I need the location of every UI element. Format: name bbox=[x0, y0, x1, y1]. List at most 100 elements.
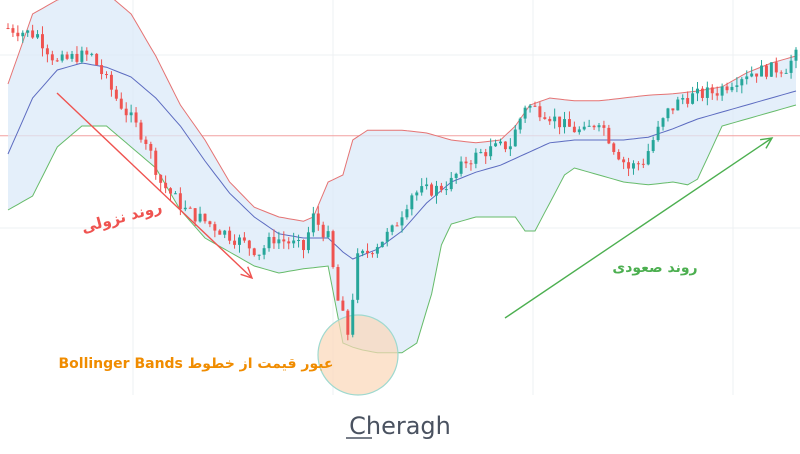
candle-body bbox=[696, 88, 699, 94]
candle-body bbox=[430, 184, 434, 196]
candle-body bbox=[178, 193, 182, 210]
candle-body bbox=[676, 99, 680, 111]
candle-body bbox=[508, 146, 512, 150]
candle-body bbox=[262, 248, 266, 255]
candle bbox=[311, 206, 315, 237]
candle-body bbox=[449, 177, 453, 190]
candle bbox=[100, 59, 104, 80]
candle-body bbox=[651, 140, 655, 152]
candle-body bbox=[370, 253, 374, 255]
candle-body bbox=[95, 53, 99, 66]
candle bbox=[548, 116, 552, 125]
candle-body bbox=[582, 126, 586, 130]
candle-body bbox=[784, 72, 788, 74]
candle-body bbox=[755, 73, 759, 77]
candle-body bbox=[518, 118, 522, 130]
candle-body bbox=[646, 151, 650, 165]
candle-body bbox=[479, 152, 483, 154]
candle-body bbox=[671, 108, 675, 111]
lower-band-line bbox=[7, 104, 797, 354]
candle bbox=[710, 84, 714, 100]
candle bbox=[454, 172, 458, 184]
candle bbox=[262, 245, 266, 260]
candle bbox=[361, 249, 365, 257]
candle-body bbox=[725, 86, 729, 91]
candle-body bbox=[700, 88, 704, 98]
candle bbox=[489, 138, 493, 160]
candle bbox=[173, 191, 177, 195]
candle bbox=[164, 175, 168, 194]
candle bbox=[252, 247, 256, 257]
candle-body bbox=[213, 224, 217, 231]
candle-body bbox=[666, 108, 670, 119]
candle-body bbox=[6, 28, 10, 29]
candle bbox=[306, 226, 310, 254]
candle bbox=[725, 82, 729, 94]
candle-body bbox=[622, 159, 626, 163]
candle-body bbox=[553, 116, 557, 122]
candle bbox=[434, 180, 438, 204]
candle-body bbox=[400, 217, 404, 226]
candle-body bbox=[439, 185, 443, 190]
candle bbox=[420, 178, 424, 196]
candle-body bbox=[395, 225, 399, 227]
candle-body bbox=[769, 62, 773, 77]
candle-body bbox=[760, 65, 764, 77]
candle-body bbox=[523, 107, 527, 119]
candle-body bbox=[538, 106, 542, 118]
candle-body bbox=[233, 240, 237, 245]
candle bbox=[287, 237, 291, 250]
candle bbox=[321, 221, 325, 242]
candle-body bbox=[691, 93, 695, 104]
candle-body bbox=[321, 224, 325, 238]
candle bbox=[60, 50, 64, 63]
candle bbox=[297, 234, 301, 248]
candle bbox=[247, 239, 251, 256]
candle bbox=[114, 85, 118, 101]
candle bbox=[602, 120, 606, 136]
candle bbox=[366, 243, 370, 258]
candle bbox=[203, 213, 207, 224]
candle bbox=[523, 105, 527, 123]
candle-body bbox=[577, 129, 581, 133]
candle bbox=[85, 47, 89, 61]
candle bbox=[533, 101, 537, 108]
candle-body bbox=[563, 119, 567, 128]
candle-body bbox=[154, 150, 158, 175]
candle-body bbox=[612, 143, 616, 152]
candle bbox=[213, 221, 217, 238]
candle bbox=[425, 177, 429, 190]
candle bbox=[223, 229, 227, 239]
candle bbox=[750, 66, 754, 78]
candle bbox=[272, 229, 276, 249]
candle bbox=[622, 156, 626, 170]
candle-body bbox=[720, 86, 724, 96]
candle bbox=[558, 116, 562, 135]
candle bbox=[567, 111, 571, 127]
candle bbox=[764, 64, 768, 80]
candle-body bbox=[794, 49, 798, 61]
candle-body bbox=[494, 143, 498, 147]
candle-body bbox=[139, 122, 143, 140]
candle bbox=[218, 229, 222, 235]
candle bbox=[198, 206, 202, 223]
candle-body bbox=[641, 163, 645, 165]
candle-body bbox=[306, 232, 310, 251]
candle-body bbox=[415, 192, 419, 196]
candle bbox=[577, 126, 581, 135]
candle-body bbox=[173, 193, 177, 195]
candle bbox=[21, 30, 25, 43]
candle bbox=[439, 182, 443, 193]
candle-body bbox=[134, 112, 138, 123]
upper-band-line bbox=[7, 0, 797, 222]
candle bbox=[237, 234, 241, 253]
candle-body bbox=[90, 53, 94, 55]
candle-body bbox=[444, 189, 448, 191]
candle bbox=[95, 53, 99, 66]
candle-body bbox=[420, 186, 424, 193]
candle bbox=[257, 254, 261, 261]
candle bbox=[592, 124, 596, 130]
candle bbox=[582, 121, 586, 131]
candle bbox=[503, 141, 507, 153]
candle bbox=[646, 143, 650, 166]
